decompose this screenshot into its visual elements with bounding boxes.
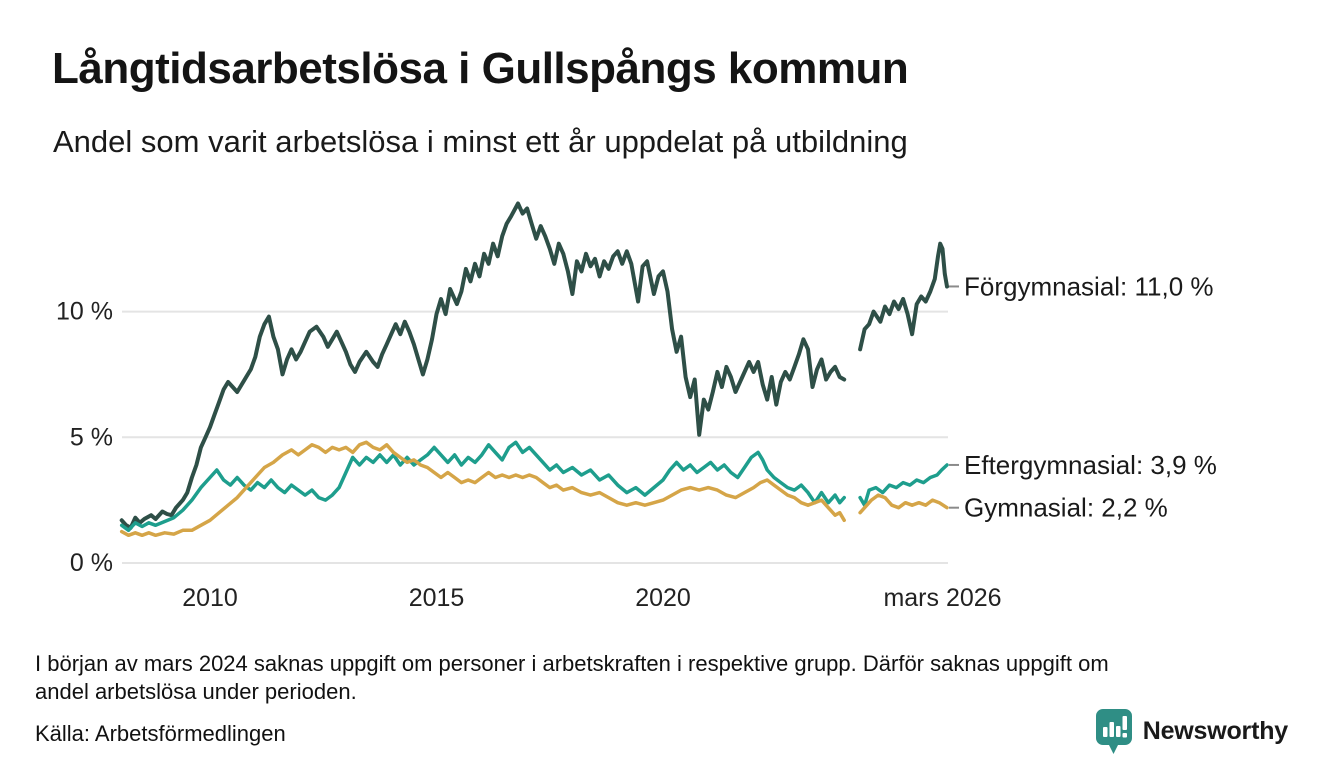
series-line-förgymnasial xyxy=(119,201,847,530)
y-tick-label: 0 % xyxy=(70,549,113,577)
x-tick-label: mars 2026 xyxy=(883,584,1001,612)
series-line-eftergymnasial xyxy=(858,463,949,507)
x-tick-label: 2010 xyxy=(182,584,238,612)
x-tick-label: 2020 xyxy=(635,584,691,612)
newsworthy-logo: Newsworthy xyxy=(1094,706,1288,756)
y-tick-label: 10 % xyxy=(56,298,113,326)
footnote-line-2: andel arbetslösa under perioden. xyxy=(35,679,357,705)
series-line-gymnasial xyxy=(858,493,949,515)
y-tick-label: 5 % xyxy=(70,423,113,451)
chart-footnote: I början av mars 2024 saknas uppgift om … xyxy=(35,650,1295,706)
footnote-line-1: I början av mars 2024 saknas uppgift om … xyxy=(35,651,1109,676)
page-title: Långtidsarbetslösa i Gullspångs kommun xyxy=(52,44,909,93)
series-end-label-eftergymnasial: Eftergymnasial: 3,9 % xyxy=(964,450,1217,480)
x-tick-label: 2015 xyxy=(409,584,465,612)
series-end-label-förgymnasial: Förgymnasial: 11,0 % xyxy=(964,271,1214,301)
source-note: Källa: Arbetsförmedlingen xyxy=(35,721,286,746)
series-end-label-gymnasial: Gymnasial: 2,2 % xyxy=(964,493,1168,523)
series-line-gymnasial xyxy=(119,440,846,538)
newsworthy-pin-icon xyxy=(1095,708,1132,754)
newsworthy-wordmark: Newsworthy xyxy=(1142,716,1288,745)
series-line-förgymnasial xyxy=(858,241,949,352)
page-subtitle: Andel som varit arbetslösa i minst ett å… xyxy=(53,124,908,159)
series-line-eftergymnasial xyxy=(119,440,846,533)
